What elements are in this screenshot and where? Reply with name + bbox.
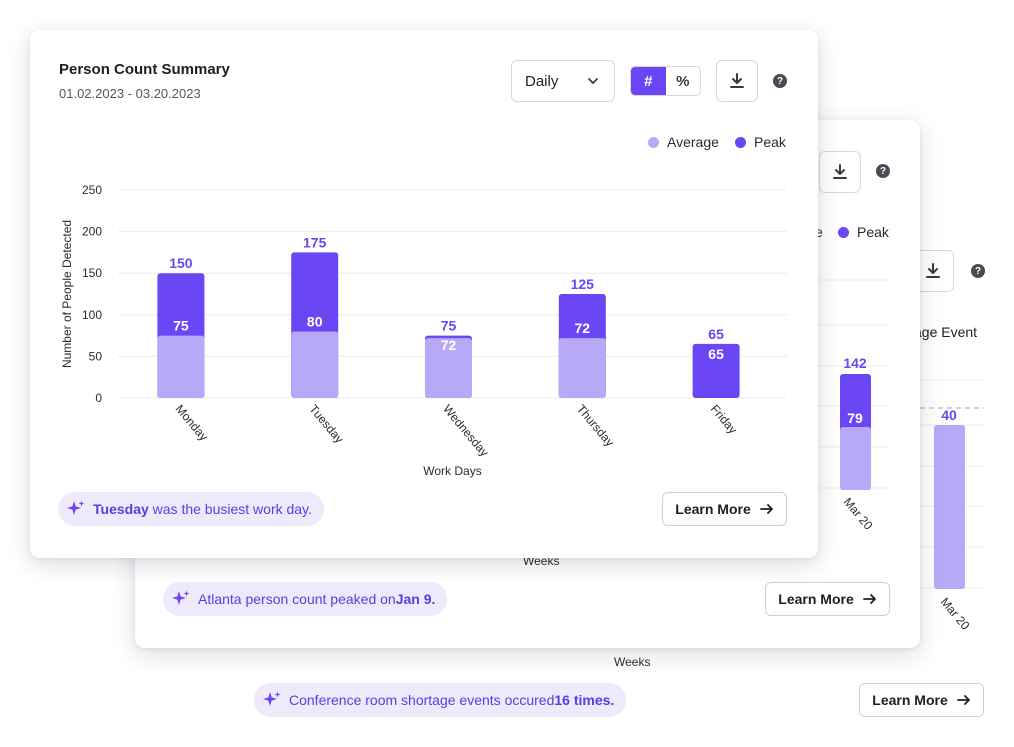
x-category-label: Tuesday xyxy=(306,402,346,446)
period-select-value: Daily xyxy=(525,72,559,90)
bar-average-value: 80 xyxy=(307,313,323,329)
bar-average-value: 72 xyxy=(441,337,457,353)
back-insight-text: Conference room shortage events occured xyxy=(289,692,555,708)
sparkle-icon xyxy=(263,691,281,706)
y-tick-label: 200 xyxy=(82,225,102,239)
x-category-label: Friday xyxy=(708,402,740,437)
arrow-right-icon xyxy=(862,594,876,604)
bar-peak-value: 75 xyxy=(441,318,457,334)
card-title: Person Count Summary xyxy=(59,61,230,78)
y-tick-label: 100 xyxy=(82,308,102,322)
date-range: 01.02.2023 - 03.20.2023 xyxy=(59,86,201,101)
mid-bar-average xyxy=(840,427,871,490)
bar-peak xyxy=(692,343,740,398)
bar-average-value: 65 xyxy=(708,346,724,362)
x-axis-title: Work Days xyxy=(423,464,481,478)
back-bar-value: 40 xyxy=(941,407,957,423)
back-help-icon[interactable]: ? xyxy=(971,264,985,278)
mid-bar-average-value: 79 xyxy=(847,410,863,426)
x-category-label: Wednesday xyxy=(440,402,491,459)
bar-peak-value: 65 xyxy=(708,326,724,342)
bar-average xyxy=(291,331,339,398)
mid-category-label: Mar 20 xyxy=(841,495,876,533)
bar-peak-value: 125 xyxy=(571,276,595,292)
mid-insight-text: Atlanta person count peaked on xyxy=(198,591,396,607)
average-legend-dot xyxy=(648,136,659,148)
back-bar xyxy=(934,425,965,589)
learn-more-label: Learn More xyxy=(675,501,751,517)
y-tick-label: 0 xyxy=(95,391,102,405)
download-icon xyxy=(926,263,940,278)
download-icon xyxy=(730,73,744,88)
legend-peak: Peak xyxy=(735,134,786,150)
peak-legend-dot xyxy=(838,226,849,238)
count-toggle-option[interactable]: # xyxy=(631,67,666,95)
mid-download-button[interactable] xyxy=(819,151,861,193)
mid-chart: 142 79 Mar 20 xyxy=(795,279,889,533)
bar-peak-value: 175 xyxy=(303,234,327,250)
mid-legend-peak: Peak xyxy=(838,224,889,240)
bar-average-value: 75 xyxy=(173,318,189,334)
insight-highlight: Tuesday xyxy=(93,501,149,517)
percent-toggle-option[interactable]: % xyxy=(665,67,700,95)
mid-learn-more-label: Learn More xyxy=(778,591,854,607)
back-learn-more-button[interactable]: Learn More xyxy=(859,683,984,717)
person-count-summary-card: Person Count Summary 01.02.2023 - 03.20.… xyxy=(30,30,818,558)
mid-legend-average-partial: e xyxy=(815,224,823,240)
y-axis-title: Number of People Detected xyxy=(60,220,74,368)
period-select[interactable]: Daily xyxy=(511,60,615,102)
download-icon xyxy=(833,164,847,179)
busiest-day-insight: Tuesday was the busiest work day. xyxy=(58,492,324,526)
back-insight: Conference room shortage events occured … xyxy=(254,683,627,717)
learn-more-button[interactable]: Learn More xyxy=(662,492,787,526)
back-category-label: Mar 20 xyxy=(938,595,973,633)
back-insight-highlight: 16 times. xyxy=(554,692,615,708)
bar-average xyxy=(157,335,205,398)
arrow-right-icon xyxy=(759,504,773,514)
back-xlabel: Weeks xyxy=(614,655,651,669)
y-tick-label: 50 xyxy=(89,349,103,363)
sparkle-icon xyxy=(172,590,190,605)
y-tick-label: 150 xyxy=(82,266,102,280)
mid-insight: Atlanta person count peaked on Jan 9. xyxy=(163,582,448,616)
x-category-label: Thursday xyxy=(574,402,617,449)
legend-peak-label: Peak xyxy=(754,134,786,150)
bar-peak-value: 150 xyxy=(169,255,193,271)
bar-average xyxy=(425,338,472,398)
mid-insight-highlight: Jan 9. xyxy=(395,591,436,607)
mid-learn-more-button[interactable]: Learn More xyxy=(765,582,890,616)
back-legend-label: age Event xyxy=(914,324,978,340)
mid-help-icon[interactable]: ? xyxy=(876,164,890,178)
help-icon[interactable]: ? xyxy=(773,74,787,88)
legend-average-label: Average xyxy=(667,134,719,150)
bar-average-value: 72 xyxy=(575,320,591,336)
arrow-right-icon xyxy=(956,695,970,705)
chevron-down-icon xyxy=(588,78,598,84)
count-percent-toggle: # % xyxy=(630,66,701,96)
insight-text: was the busiest work day. xyxy=(148,501,312,517)
sparkle-icon xyxy=(67,500,85,515)
bar-average xyxy=(558,338,606,398)
mid-bar-peak-value: 142 xyxy=(843,355,867,371)
download-button[interactable] xyxy=(716,60,758,102)
y-tick-label: 250 xyxy=(82,183,102,197)
peak-legend-dot xyxy=(735,136,746,148)
legend-average: Average xyxy=(648,134,719,150)
person-count-bar-chart: 0 50 100 150 200 250 Number of People Detected… xyxy=(60,183,787,478)
back-learn-more-label: Learn More xyxy=(872,692,948,708)
x-category-label: Monday xyxy=(173,402,211,444)
